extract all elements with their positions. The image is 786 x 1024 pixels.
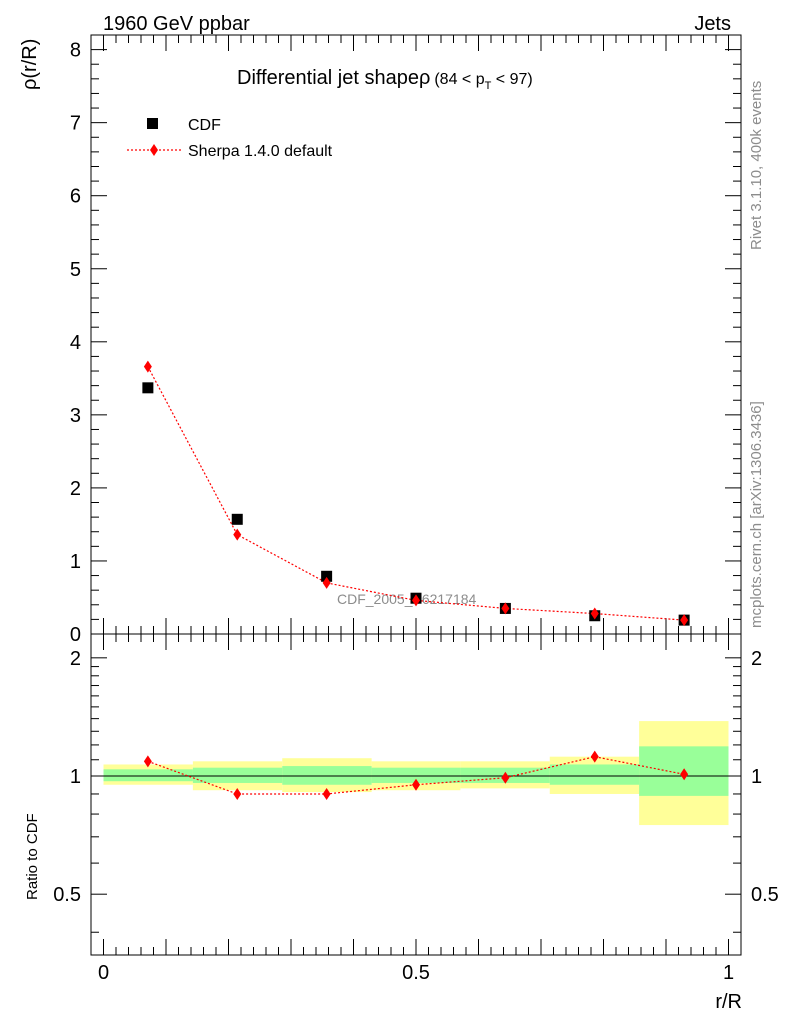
legend-cdf-marker <box>147 118 158 129</box>
header-right: Jets <box>694 13 731 35</box>
ratio-sherpa-point <box>233 787 242 800</box>
ratio-x-tick-label: 0 <box>98 962 109 984</box>
ratio-y-tick-label-right: 2 <box>751 648 762 670</box>
ratio-band-green <box>192 767 283 783</box>
main-y-tick-labels: 0 1 2 3 4 5 6 7 8 <box>70 40 81 646</box>
main-series <box>142 360 690 627</box>
cdf-point <box>321 570 333 582</box>
cdf-point <box>231 513 243 525</box>
legend-sherpa-label: Sherpa 1.4.0 default <box>188 143 333 160</box>
ratio-x-tick-labels: 0 0.5 1 <box>98 962 734 984</box>
ratio-panel: 0.5 0.51 12 2 0 0.5 1 Ratio to CDF r/R <box>24 633 779 1013</box>
main-y-tick-label: 1 <box>70 551 81 573</box>
ratio-band-green <box>549 764 640 785</box>
main-y-tick-label: 7 <box>70 113 81 135</box>
ratio-sherpa-point <box>590 750 599 763</box>
sherpa-point <box>412 594 420 607</box>
ratio-sherpa-point <box>501 771 510 784</box>
sherpa-point <box>501 602 510 615</box>
header-left: 1960 GeV ppbar <box>103 13 250 35</box>
legend-cdf-label: CDF <box>188 117 221 134</box>
ratio-sherpa-point <box>143 755 152 768</box>
main-y-tick-label: 8 <box>70 40 81 62</box>
main-title-range-prefix: (84 < p <box>434 71 484 88</box>
ratio-x-tick-label: 1 <box>723 962 734 984</box>
ratio-y-tick-label-right: 1 <box>751 766 762 788</box>
sherpa-point <box>233 528 242 541</box>
ratio-y-tick-label-left: 2 <box>70 648 81 670</box>
x-axis-label: r/R <box>715 991 742 1013</box>
main-title: Differential jet shapeρ (84 < pT < 97) <box>237 67 533 92</box>
main-y-axis-label: ρ(r/R) <box>19 39 41 90</box>
ratio-sherpa-point <box>322 787 331 800</box>
main-y-tick-label: 3 <box>70 405 81 427</box>
ratio-sherpa-point <box>680 768 689 781</box>
main-y-tick-label: 6 <box>70 186 81 208</box>
main-title-text: Differential jet shapeρ <box>237 67 430 89</box>
sherpa-point <box>590 607 599 620</box>
mcplots-label: mcplots.cern.ch [arXiv:1306.3436] <box>748 401 765 628</box>
ratio-uncertainty-bands <box>103 721 729 826</box>
ratio-axis-ticks <box>91 634 741 955</box>
main-y-tick-label: 0 <box>70 624 81 646</box>
main-title-range-subscript: T <box>485 80 492 92</box>
main-y-tick-label: 2 <box>70 478 81 500</box>
legend: CDF Sherpa 1.4.0 default <box>127 117 333 160</box>
ratio-sherpa-point <box>412 778 420 791</box>
main-y-tick-label: 4 <box>70 332 81 354</box>
ratio-y-tick-labels: 0.5 0.5 1 1 2 2 <box>53 648 779 906</box>
sherpa-line <box>147 366 685 621</box>
ratio-band-green <box>371 767 461 783</box>
sherpa-point <box>143 360 152 373</box>
legend-sherpa-marker <box>150 144 158 156</box>
ratio-frame <box>90 633 742 956</box>
ratio-band-green <box>103 769 193 782</box>
ratio-x-tick-label: 0.5 <box>402 962 430 984</box>
rivet-label: Rivet 3.1.10, 400k events <box>748 81 765 250</box>
main-title-range-suffix: < 97) <box>491 71 532 88</box>
cdf-point <box>142 382 154 394</box>
main-panel: 0 1 2 3 4 5 6 7 8 ρ(r/R) Differential jet shapeρ… <box>19 34 742 646</box>
ratio-y-axis-label: Ratio to CDF <box>24 813 41 900</box>
ratio-y-tick-label-left: 1 <box>70 766 81 788</box>
ratio-y-tick-label-left: 0.5 <box>53 884 81 906</box>
sherpa-point <box>680 614 689 627</box>
main-axis-ticks <box>91 34 741 635</box>
ratio-y-tick-label-right: 0.5 <box>751 884 779 906</box>
ratio-band-green <box>282 766 372 785</box>
sherpa-point <box>322 576 331 589</box>
main-y-tick-label: 5 <box>70 259 81 281</box>
ratio-series <box>143 750 689 800</box>
